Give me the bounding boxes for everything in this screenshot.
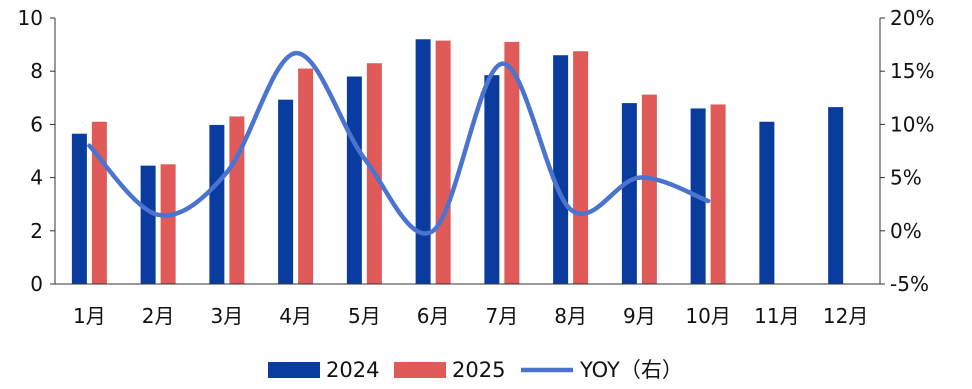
bar-2025	[504, 41, 520, 284]
x-tick-label: 6月	[417, 304, 450, 328]
x-tick-label: 2月	[142, 304, 175, 328]
y-left-tick-label: 2	[30, 219, 43, 243]
x-tick-label: 7月	[486, 304, 519, 328]
legend-label-2024: 2024	[326, 358, 379, 382]
legend-swatch-2025	[394, 362, 446, 378]
bar-2024	[140, 165, 156, 284]
y-right-tick-label: 5%	[890, 166, 922, 190]
bar-2025	[710, 104, 726, 284]
legend: 2024 2025 YOY（右）	[268, 358, 683, 382]
y-right-tick-label: 20%	[890, 6, 934, 30]
bar-2024	[553, 55, 569, 284]
yoy-line	[87, 50, 711, 236]
bar-2025	[573, 51, 589, 284]
bar-2024	[346, 76, 362, 285]
bar-2024	[415, 39, 431, 284]
bar-2024	[484, 75, 500, 284]
x-tick-label: 3月	[211, 304, 244, 328]
bar-2025	[160, 164, 176, 284]
x-tick-label: 1月	[73, 304, 106, 328]
y-right-tick-label: 0%	[890, 219, 922, 243]
legend-swatch-2024	[268, 362, 320, 378]
x-tick-label: 11月	[754, 304, 799, 328]
bars-2024-group	[71, 39, 844, 285]
x-tick-label: 9月	[623, 304, 656, 328]
yoy-line-group	[87, 50, 711, 236]
x-tick-label: 4月	[279, 304, 312, 328]
bar-2025	[641, 94, 657, 284]
y-left-tick-label: 0	[30, 272, 43, 296]
y-left-tick-label: 10	[18, 6, 43, 30]
bar-2024	[71, 133, 87, 284]
y-right-tick-label: -5%	[890, 272, 929, 296]
bar-2025	[435, 40, 451, 284]
bar-2025	[229, 116, 245, 284]
x-tick-label: 12月	[823, 304, 868, 328]
y-right-tick-label: 15%	[890, 59, 934, 83]
tick-labels-group: 0 2 4 6 8 10 -5% 0% 5% 10% 15% 20% 1月 2月 3月 4月 5月 6月 7月 8月 9…	[18, 6, 935, 328]
bar-2024	[621, 103, 637, 285]
x-tick-label: 8月	[554, 304, 587, 328]
bar-2025	[298, 68, 314, 284]
y-left-tick-label: 4	[30, 166, 43, 190]
bar-2024	[828, 107, 844, 284]
bar-2024	[759, 121, 775, 285]
x-tick-label: 10月	[685, 304, 730, 328]
x-tick-label: 5月	[348, 304, 381, 328]
bar-2025	[91, 121, 107, 285]
bar-2024	[209, 124, 225, 284]
legend-label-yoy: YOY（右）	[579, 358, 683, 382]
legend-label-2025: 2025	[452, 358, 505, 382]
y-left-tick-label: 8	[30, 59, 43, 83]
bar-2024	[278, 99, 294, 284]
axes-group	[50, 17, 885, 285]
y-left-tick-label: 6	[30, 112, 43, 136]
y-right-tick-label: 10%	[890, 112, 934, 136]
